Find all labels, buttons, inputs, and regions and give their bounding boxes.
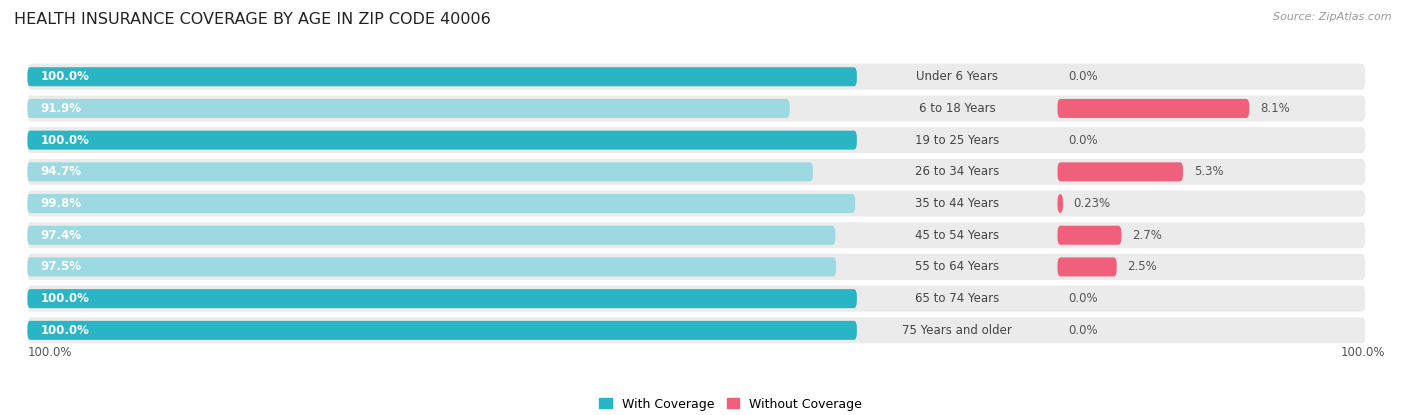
Text: 97.5%: 97.5% (41, 261, 82, 273)
Text: 35 to 44 Years: 35 to 44 Years (915, 197, 1000, 210)
Text: 5.3%: 5.3% (1194, 165, 1223, 178)
Text: 94.7%: 94.7% (41, 165, 82, 178)
FancyBboxPatch shape (1057, 194, 1063, 213)
Text: 91.9%: 91.9% (41, 102, 82, 115)
Text: 26 to 34 Years: 26 to 34 Years (915, 165, 1000, 178)
Text: 0.0%: 0.0% (1069, 292, 1098, 305)
FancyBboxPatch shape (28, 321, 856, 340)
Text: 2.5%: 2.5% (1128, 261, 1157, 273)
FancyBboxPatch shape (28, 317, 1365, 343)
FancyBboxPatch shape (28, 131, 856, 150)
FancyBboxPatch shape (28, 257, 837, 276)
FancyBboxPatch shape (28, 190, 1365, 217)
Text: 65 to 74 Years: 65 to 74 Years (915, 292, 1000, 305)
FancyBboxPatch shape (28, 99, 790, 118)
FancyBboxPatch shape (28, 64, 1365, 90)
FancyBboxPatch shape (1057, 99, 1249, 118)
Text: 100.0%: 100.0% (41, 134, 90, 146)
Text: 75 Years and older: 75 Years and older (903, 324, 1012, 337)
Text: 0.0%: 0.0% (1069, 70, 1098, 83)
Text: 8.1%: 8.1% (1260, 102, 1289, 115)
FancyBboxPatch shape (28, 159, 1365, 185)
Text: 45 to 54 Years: 45 to 54 Years (915, 229, 1000, 242)
FancyBboxPatch shape (1057, 257, 1116, 276)
Text: 2.7%: 2.7% (1132, 229, 1161, 242)
FancyBboxPatch shape (28, 289, 856, 308)
Text: 100.0%: 100.0% (41, 70, 90, 83)
Text: 0.0%: 0.0% (1069, 324, 1098, 337)
Text: 19 to 25 Years: 19 to 25 Years (915, 134, 1000, 146)
FancyBboxPatch shape (28, 222, 1365, 248)
Text: Under 6 Years: Under 6 Years (917, 70, 998, 83)
FancyBboxPatch shape (28, 127, 1365, 153)
FancyBboxPatch shape (28, 162, 813, 181)
FancyBboxPatch shape (28, 194, 855, 213)
Text: HEALTH INSURANCE COVERAGE BY AGE IN ZIP CODE 40006: HEALTH INSURANCE COVERAGE BY AGE IN ZIP … (14, 12, 491, 27)
Text: 99.8%: 99.8% (41, 197, 82, 210)
Text: 55 to 64 Years: 55 to 64 Years (915, 261, 1000, 273)
FancyBboxPatch shape (28, 67, 856, 86)
FancyBboxPatch shape (28, 95, 1365, 122)
Text: 0.23%: 0.23% (1074, 197, 1111, 210)
Text: 97.4%: 97.4% (41, 229, 82, 242)
Text: 0.0%: 0.0% (1069, 134, 1098, 146)
FancyBboxPatch shape (1057, 162, 1182, 181)
FancyBboxPatch shape (28, 286, 1365, 312)
Legend: With Coverage, Without Coverage: With Coverage, Without Coverage (595, 393, 868, 415)
FancyBboxPatch shape (28, 226, 835, 245)
Text: 100.0%: 100.0% (41, 292, 90, 305)
Text: 6 to 18 Years: 6 to 18 Years (918, 102, 995, 115)
Text: 100.0%: 100.0% (41, 324, 90, 337)
FancyBboxPatch shape (1057, 226, 1122, 245)
Text: 100.0%: 100.0% (1341, 347, 1385, 359)
FancyBboxPatch shape (28, 254, 1365, 280)
Text: Source: ZipAtlas.com: Source: ZipAtlas.com (1274, 12, 1392, 22)
Text: 100.0%: 100.0% (28, 347, 72, 359)
